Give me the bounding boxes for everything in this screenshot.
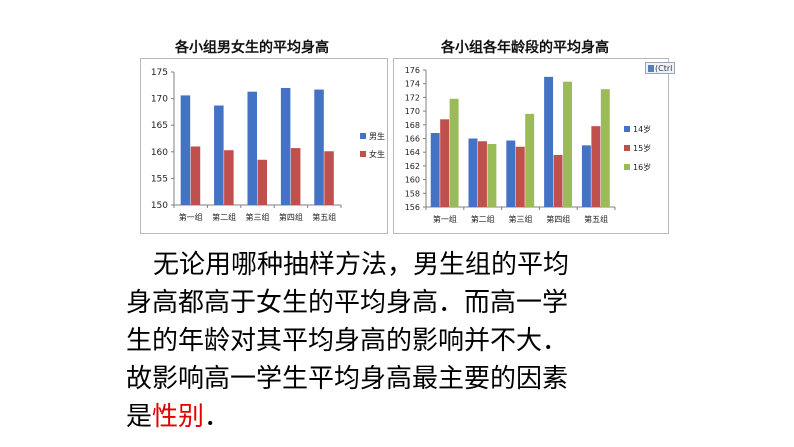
bar [449,98,459,207]
paste-options-label: (Ctrl [655,64,673,73]
clipboard-icon [648,65,654,72]
bar [515,146,525,207]
paragraph-last-suffix: ． [204,402,231,432]
y-tick-label: 160 [151,148,168,158]
paste-options-button[interactable]: (Ctrl [645,62,675,74]
x-tick-label: 第一组 [179,212,203,222]
bar [190,146,201,205]
y-tick-label: 158 [405,189,420,198]
y-tick-label: 168 [405,121,420,130]
y-tick-label: 160 [405,176,420,185]
bar [257,159,268,205]
legend-swatch [624,126,630,132]
x-tick-label: 第四组 [279,212,303,222]
y-tick-label: 176 [405,66,420,75]
bar [430,133,440,207]
x-tick-label: 第五组 [312,212,336,222]
answer-highlight: 性别 [152,402,205,432]
x-tick-label: 第一组 [433,214,457,224]
bar [214,105,224,205]
y-tick-label: 175 [151,68,168,78]
bar [487,143,497,207]
chart-1-frame: 150 155 160 165 170 175 第一组 第二组 第三组 第四组 第五组 男生女生 [140,58,388,234]
x-tick-label: 第三组 [246,212,270,222]
legend-swatch [624,145,630,151]
legend-label: 女生 [369,149,385,159]
y-tick-label: 172 [405,93,420,102]
y-tick-label: 170 [405,107,420,116]
y-tick-label: 174 [405,80,420,89]
paragraph-line: 无论用哪种抽样方法，男生组的平均 [153,250,570,280]
legend-swatch [360,151,366,157]
paragraph-last-prefix: 是 [126,402,153,432]
bar [247,91,257,205]
paragraph-line: 身高都高于女生的平均身高．而高一学 [126,288,569,318]
bar [506,140,516,207]
bar [591,126,601,207]
bar [324,151,334,205]
chart-1-title: 各小组男女生的平均身高 [175,40,329,56]
paragraph-line: 故影响高一学生平均身高最主要的因素 [126,364,569,394]
y-tick-label: 162 [405,162,420,171]
legend-label: 男生 [369,131,385,141]
legend-swatch [624,164,630,170]
paragraph-line-last: 是性别． [126,404,230,430]
bar [525,113,535,207]
bar [314,89,324,205]
chart-2-title: 各小组各年龄段的平均身高 [441,40,609,56]
legend-swatch [360,133,366,139]
y-tick-label: 170 [151,95,168,105]
bar [224,150,234,205]
bar [440,119,450,207]
bar [581,145,591,207]
bar [477,141,487,207]
y-tick-label: 156 [405,203,420,212]
bar [600,89,610,207]
chart-2-frame: 156 158 160 162 164 166 168 170 172 174 176 第一组 第二组 第… [393,58,669,234]
x-tick-label: 第三组 [509,214,533,224]
bar [553,154,563,207]
bar [180,95,191,205]
x-tick-label: 第二组 [212,212,236,222]
y-tick-label: 164 [405,148,420,157]
x-tick-label: 第五组 [584,214,608,224]
legend-label: 15岁 [633,143,651,153]
bar [544,76,554,207]
y-tick-label: 165 [151,121,168,131]
y-tick-label: 155 [151,174,168,184]
legend-label: 14岁 [633,124,651,134]
y-tick-label: 166 [405,135,420,144]
y-tick-label: 150 [151,201,168,211]
bar [290,148,301,205]
chart-2-plot: 156 158 160 162 164 166 168 170 172 174 176 第一组 第二组 第… [405,66,651,224]
bar [280,87,291,205]
x-tick-label: 第四组 [546,214,570,224]
legend-label: 16岁 [633,162,651,172]
paragraph-line: 生的年龄对其平均身高的影响并不大． [126,326,569,356]
x-tick-label: 第二组 [471,214,495,224]
bar [563,81,572,207]
bar [468,138,478,207]
